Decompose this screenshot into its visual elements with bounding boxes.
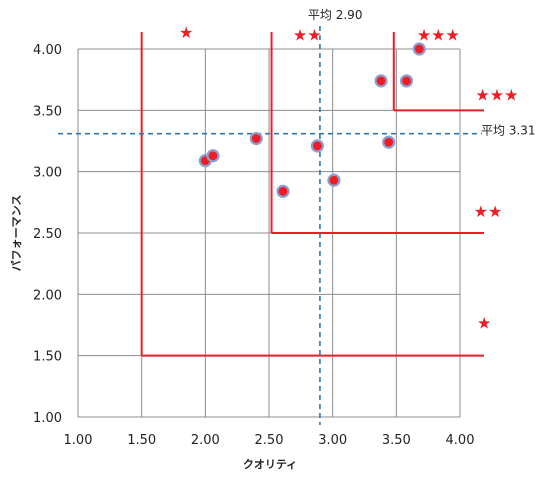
- star-rating-label: ★: [179, 23, 193, 42]
- data-point: [399, 74, 414, 88]
- y-tick-label: 2.00: [33, 288, 62, 303]
- data-point: [310, 139, 324, 153]
- data-point: [412, 42, 426, 56]
- star-rating-label: ★★: [293, 25, 322, 44]
- x-tick-label: 3.50: [382, 433, 411, 448]
- y-tick-labels: 1.00 1.50 2.00 2.50 3.00 3.50 4.00: [33, 43, 62, 426]
- data-points: [198, 42, 426, 198]
- star-rating-labels: ★ ★★ ★★★★★★★★★: [179, 23, 518, 333]
- average-label-quality: 平均 2.90: [308, 8, 363, 22]
- data-point: [382, 135, 396, 149]
- y-tick-label: 1.00: [33, 411, 62, 426]
- y-axis-title: パフォーマンス: [10, 195, 23, 272]
- data-point: [374, 74, 388, 88]
- x-tick-label: 2.50: [255, 433, 284, 448]
- x-tick-label: 2.00: [191, 433, 220, 448]
- star-rating-label: ★★★: [475, 85, 518, 104]
- star-rating-label: ★★★: [417, 25, 460, 44]
- data-point: [206, 149, 220, 163]
- y-tick-label: 3.50: [33, 104, 62, 119]
- x-axis-title: クオリティ: [243, 458, 297, 471]
- average-label-performance: 平均 3.31: [481, 124, 536, 138]
- rating-region-lines: [140, 32, 484, 357]
- data-point: [276, 184, 290, 198]
- y-tick-label: 4.00: [33, 43, 62, 58]
- y-tick-label: 2.50: [33, 227, 62, 242]
- star-rating-label: ★: [477, 314, 491, 333]
- data-point: [327, 173, 341, 187]
- x-tick-label: 1.00: [64, 433, 93, 448]
- average-lines: 平均 2.90 平均 3.31: [58, 8, 536, 425]
- x-tick-labels: 1.00 1.50 2.00 2.50 3.00 3.50 4.00: [64, 433, 475, 448]
- x-tick-label: 1.50: [127, 433, 156, 448]
- x-tick-label: 4.00: [446, 433, 475, 448]
- x-tick-label: 3.00: [318, 433, 347, 448]
- data-point: [249, 131, 263, 146]
- y-tick-label: 3.00: [33, 166, 62, 181]
- star-rating-label: ★★: [474, 202, 503, 221]
- y-tick-label: 1.50: [33, 350, 62, 365]
